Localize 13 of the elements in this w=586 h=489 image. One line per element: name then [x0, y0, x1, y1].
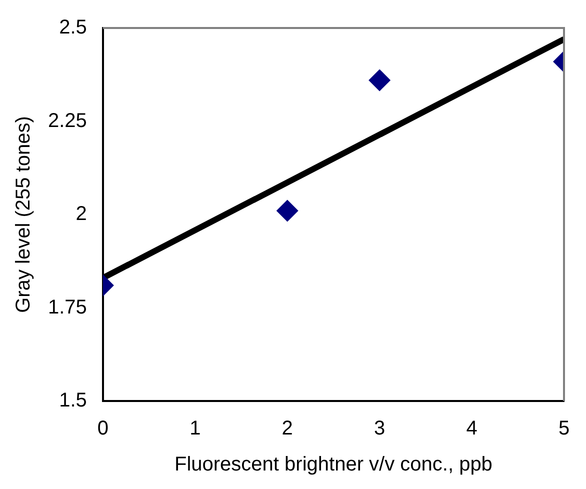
x-tick-label: 0 [97, 418, 108, 440]
y-tick-label: 2.25 [48, 110, 87, 132]
x-tick-label: 2 [282, 418, 293, 440]
y-tick-label: 1.75 [48, 296, 87, 318]
x-axis-title: Fluorescent brightner v/v conc., ppb [174, 454, 492, 476]
y-axis-title: Gray level (255 tones) [12, 116, 35, 313]
y-tick-label: 1.5 [59, 390, 87, 412]
y-tick-label: 2 [76, 203, 87, 226]
x-tick-label: 3 [374, 418, 386, 440]
x-tick-label: 5 [558, 418, 570, 440]
y-tick-label: 2.5 [59, 16, 87, 39]
x-tick-label: 1 [190, 418, 201, 440]
x-tick-label: 4 [466, 418, 478, 440]
